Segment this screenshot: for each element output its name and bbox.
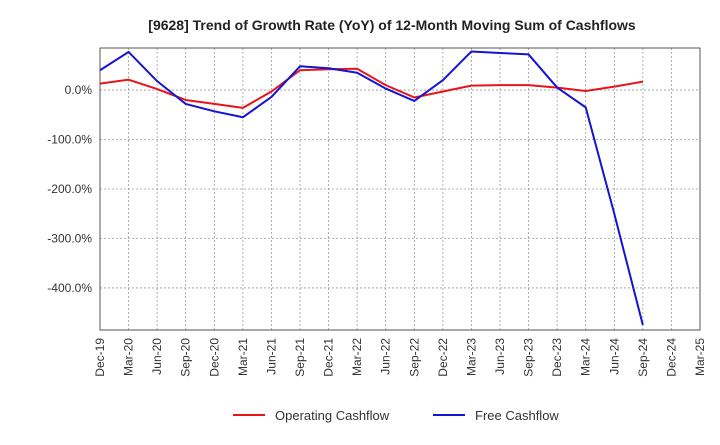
x-tick-label: Sep-23: [522, 338, 536, 377]
x-tick-label: Sep-24: [636, 338, 650, 377]
legend-label: Operating Cashflow: [275, 408, 390, 423]
x-tick-label: Sep-20: [179, 338, 193, 377]
x-tick-label: Jun-23: [493, 338, 507, 375]
x-tick-label: Dec-22: [436, 338, 450, 377]
grid: [99, 48, 701, 330]
y-tick-label: -200.0%: [47, 182, 92, 196]
series-line: [99, 67, 644, 109]
chart-title: [9628] Trend of Growth Rate (YoY) of 12-…: [148, 17, 636, 33]
y-tick-label: -300.0%: [47, 231, 92, 245]
x-tick-label: Mar-25: [693, 338, 707, 376]
legend-label: Free Cashflow: [475, 408, 559, 423]
x-tick-label: Dec-24: [664, 338, 678, 377]
x-tick-label: Mar-21: [236, 338, 250, 376]
x-tick-label: Jun-22: [379, 338, 393, 375]
y-tick-label: -400.0%: [47, 281, 92, 295]
plot-frame: [99, 47, 701, 331]
x-tick-label: Jun-24: [607, 338, 621, 375]
x-tick-label: Sep-21: [293, 338, 307, 377]
series-lines: [99, 50, 644, 326]
x-tick-label: Mar-23: [464, 338, 478, 376]
x-tick-label: Sep-22: [407, 338, 421, 377]
legend: Operating Cashflow Free Cashflow: [233, 408, 559, 423]
x-tick-label: Jun-21: [264, 338, 278, 375]
x-tick-label: Dec-21: [322, 338, 336, 377]
x-tick-label: Mar-24: [579, 338, 593, 376]
x-tick-label: Dec-20: [207, 338, 221, 377]
x-tick-label: Dec-19: [93, 338, 107, 377]
x-tick-label: Mar-20: [122, 338, 136, 376]
y-tick-label: 0.0%: [65, 83, 93, 97]
x-tick-label: Dec-23: [550, 338, 564, 377]
axes: 0.0% -100.0% -200.0% -300.0% -400.0% Dec-19 Ma…: [47, 47, 707, 377]
y-tick-label: -100.0%: [47, 133, 92, 147]
series-line: [99, 50, 644, 326]
x-tick-label: Jun-20: [150, 338, 164, 375]
x-tick-label: Mar-22: [350, 338, 364, 376]
